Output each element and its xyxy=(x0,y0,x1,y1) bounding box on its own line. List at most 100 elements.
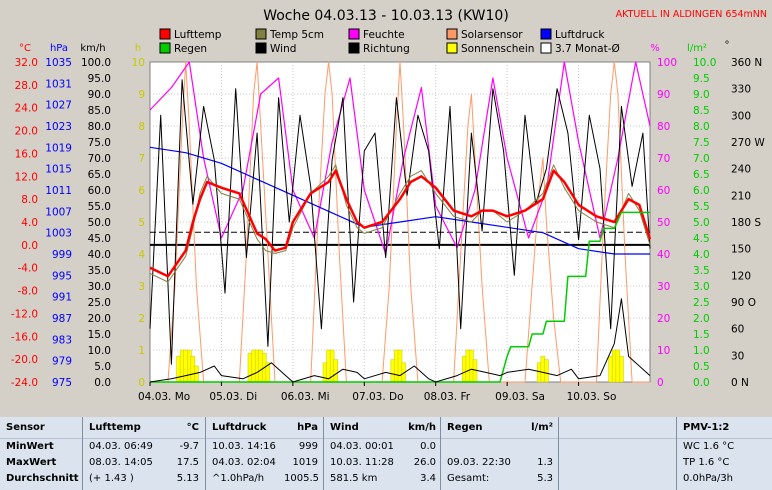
lufttemp-avg-note: (+ 1.43 ) xyxy=(89,473,134,484)
rain_lm2-tick-label: 8.0 xyxy=(693,121,710,133)
direction_deg-tick-label: 30 xyxy=(731,350,744,362)
wind_kmh-tick-label: 0.0 xyxy=(94,377,111,389)
luftdruck-avg-value: 1005.5 xyxy=(284,473,318,484)
temp_c-tick-label: -12.0 xyxy=(11,308,38,320)
pressure_hpa-tick-label: 1027 xyxy=(45,100,72,112)
table-lufttemp-column: Lufttemp °C 04.03. 06:49 -9.7 08.03. 14:05… xyxy=(83,417,206,490)
humidity_pct-tick-label: 80 xyxy=(657,121,670,133)
table-pmv-column: PMV-1:2 WC 1.6 °C TP 1.6 °C 0.0hPa/3h xyxy=(677,417,772,490)
x-tick-label: 10.03. So xyxy=(567,391,617,403)
rain_lm2-tick-label: 9.5 xyxy=(693,73,710,85)
legend-label: Lufttemp xyxy=(174,29,222,41)
wind-header: Wind xyxy=(330,422,359,433)
lufttemp-avg-value: 5.13 xyxy=(176,473,199,484)
sun_h-tick-label: 5 xyxy=(138,217,145,229)
direction_deg-tick-label: 330 xyxy=(731,84,751,96)
pressure_hpa-tick-label: 995 xyxy=(52,270,72,282)
pressure_hpa-tick-label: 991 xyxy=(52,292,72,304)
temp_c-tick-label: 16.0 xyxy=(15,148,38,160)
legend-label: Wind xyxy=(270,43,296,55)
humidity_pct-tick-label: 90 xyxy=(657,89,670,101)
legend-swatch xyxy=(255,42,267,54)
legend-swatch xyxy=(446,42,458,54)
x-tick-label: 04.03. Mo xyxy=(138,391,190,403)
wind_kmh-tick-label: 45.0 xyxy=(88,233,111,245)
sun_h-tick-label: 4 xyxy=(138,249,145,261)
wind_kmh-tick-label: 95.0 xyxy=(88,73,111,85)
regen-max-value: 1.3 xyxy=(537,457,553,468)
sunshine-bar xyxy=(619,356,624,383)
humidity_pct-tick-label: 70 xyxy=(657,153,670,165)
legend-swatch xyxy=(540,28,552,40)
chart-axes: 32.028.024.020.016.012.08.04.00.0-4.0-8.… xyxy=(11,57,766,389)
rain_lm2-tick-label: 0.0 xyxy=(693,377,710,389)
series-line-solarsensor xyxy=(150,61,650,383)
legend-swatch xyxy=(255,28,267,40)
legend-label: 3.7 Monat-Ø xyxy=(555,43,620,55)
pressure_hpa-tick-label: 1019 xyxy=(45,142,72,154)
direction_deg-tick-label: 300 xyxy=(731,110,751,122)
table-wind-column: Wind km/h 04.03. 00:01 0.0 10.03. 11:28 26.… xyxy=(324,417,441,490)
luftdruck-min-value: 999 xyxy=(298,441,318,452)
rain_lm2-tick-label: 2.5 xyxy=(693,297,710,309)
wind_kmh-tick-label: 80.0 xyxy=(88,121,111,133)
lufttemp-max-value: 17.5 xyxy=(176,457,199,468)
temp-unit-label: °C xyxy=(19,43,31,54)
rain_lm2-tick-label: 6.0 xyxy=(693,185,710,197)
wind-unit-label: km/h xyxy=(80,43,105,54)
lufttemp-header: Lufttemp xyxy=(89,422,141,433)
sun_h-tick-label: 10 xyxy=(132,57,145,69)
table-sensor-column: Sensor MinWert MaxWert Durchschnitt xyxy=(0,417,83,490)
x-tick-label: 07.03. Do xyxy=(352,391,403,403)
direction_deg-tick-label: 270 W xyxy=(731,137,765,149)
pmv-pressure-trend: 0.0hPa/3h xyxy=(683,473,734,484)
rain_lm2-tick-label: 0.5 xyxy=(693,361,710,373)
wind_kmh-tick-label: 30.0 xyxy=(88,281,111,293)
pressure_hpa-tick-label: 983 xyxy=(52,334,72,346)
rain_lm2-tick-label: 3.5 xyxy=(693,265,710,277)
temp_c-tick-label: -8.0 xyxy=(18,286,39,298)
x-axis-labels: 04.03. Mo 05.03. Di 06.03. Mi 07.03. Do 08.0… xyxy=(138,382,616,403)
luftdruck-min-time: 10.03. 14:16 xyxy=(212,441,276,452)
direction_deg-tick-label: 240 xyxy=(731,164,751,176)
legend-label: Richtung xyxy=(363,43,410,55)
rain_lm2-tick-label: 7.0 xyxy=(693,153,710,165)
table-luftdruck-column: Luftdruck hPa 10.03. 14:16 999 04.03. 02:0… xyxy=(206,417,324,490)
rain_lm2-tick-label: 4.5 xyxy=(693,233,710,245)
humidity_pct-tick-label: 40 xyxy=(657,249,670,261)
wind_kmh-tick-label: 15.0 xyxy=(88,329,111,341)
wind_kmh-tick-label: 60.0 xyxy=(88,185,111,197)
legend-swatch xyxy=(348,42,360,54)
wind-distance: 581.5 km xyxy=(330,473,378,484)
humidity_pct-tick-label: 30 xyxy=(657,281,670,293)
humidity-unit-label: % xyxy=(650,43,660,54)
luftdruck-trend: ^1.0hPa/h xyxy=(212,473,265,484)
legend-label: Regen xyxy=(174,43,207,55)
luftdruck-header: Luftdruck xyxy=(212,422,267,433)
rain_lm2-tick-label: 9.0 xyxy=(693,89,710,101)
direction_deg-tick-label: 180 S xyxy=(731,217,761,229)
pressure_hpa-tick-label: 1031 xyxy=(45,78,72,90)
temp_c-tick-label: 4.0 xyxy=(21,217,38,229)
pressure_hpa-tick-label: 1011 xyxy=(45,185,72,197)
legend-label: Luftdruck xyxy=(555,29,605,41)
regen-min-time xyxy=(447,439,525,455)
sunshine-bar xyxy=(333,359,338,383)
pressure_hpa-tick-label: 987 xyxy=(52,313,72,325)
axis-unit-labels: °C hPa km/h h % l/m² ° xyxy=(19,40,729,54)
humidity_pct-tick-label: 0 xyxy=(657,377,664,389)
pressure_hpa-tick-label: 1003 xyxy=(45,228,72,240)
temp_c-tick-label: -4.0 xyxy=(18,263,39,275)
sun_h-tick-label: 8 xyxy=(138,121,145,133)
wind_kmh-tick-label: 65.0 xyxy=(88,169,111,181)
row-label-min: MinWert xyxy=(6,441,54,452)
legend-label: Sonnenschein xyxy=(461,43,534,55)
wind-unit: km/h xyxy=(408,422,436,433)
temp_c-tick-label: -24.0 xyxy=(11,377,38,389)
series-line-richtung xyxy=(149,79,651,365)
series-line-regen xyxy=(150,211,650,383)
sun_h-tick-label: 7 xyxy=(138,153,145,165)
regen-unit: l/m² xyxy=(531,422,553,433)
sensor-header: Sensor xyxy=(0,417,82,439)
regen-total-value: 5.3 xyxy=(537,473,553,484)
